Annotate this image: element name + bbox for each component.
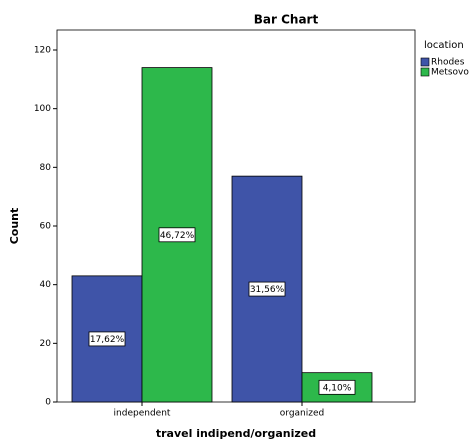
data-label-box	[318, 379, 356, 395]
y-tick-label: 100	[34, 104, 51, 114]
x-tick-label: independent	[114, 409, 171, 419]
data-label: 17,62%	[90, 335, 125, 345]
legend-swatch	[420, 67, 430, 77]
x-tick-label: organized	[280, 409, 324, 419]
data-label: 4,10%	[323, 383, 352, 393]
chart-title: Bar Chart	[254, 13, 319, 27]
x-axis-title: travel indipend/organized	[156, 427, 316, 440]
y-tick-label: 60	[40, 222, 52, 232]
data-label-box	[88, 331, 126, 347]
data-label: 31,56%	[250, 285, 285, 295]
y-tick-label: 0	[45, 398, 51, 408]
y-axis-title: Count	[8, 208, 21, 245]
legend-label: Metsovo	[431, 68, 469, 78]
y-tick-label: 20	[40, 339, 52, 349]
data-label-box	[158, 227, 196, 243]
legend-swatch	[420, 57, 430, 67]
y-tick-label: 80	[40, 163, 52, 173]
data-label: 46,72%	[160, 231, 195, 241]
legend-title: location	[424, 40, 464, 51]
y-tick-label: 120	[34, 46, 51, 56]
legend-label: Rhodes	[431, 58, 465, 68]
y-tick-label: 40	[40, 280, 52, 290]
data-label-box	[248, 281, 286, 297]
